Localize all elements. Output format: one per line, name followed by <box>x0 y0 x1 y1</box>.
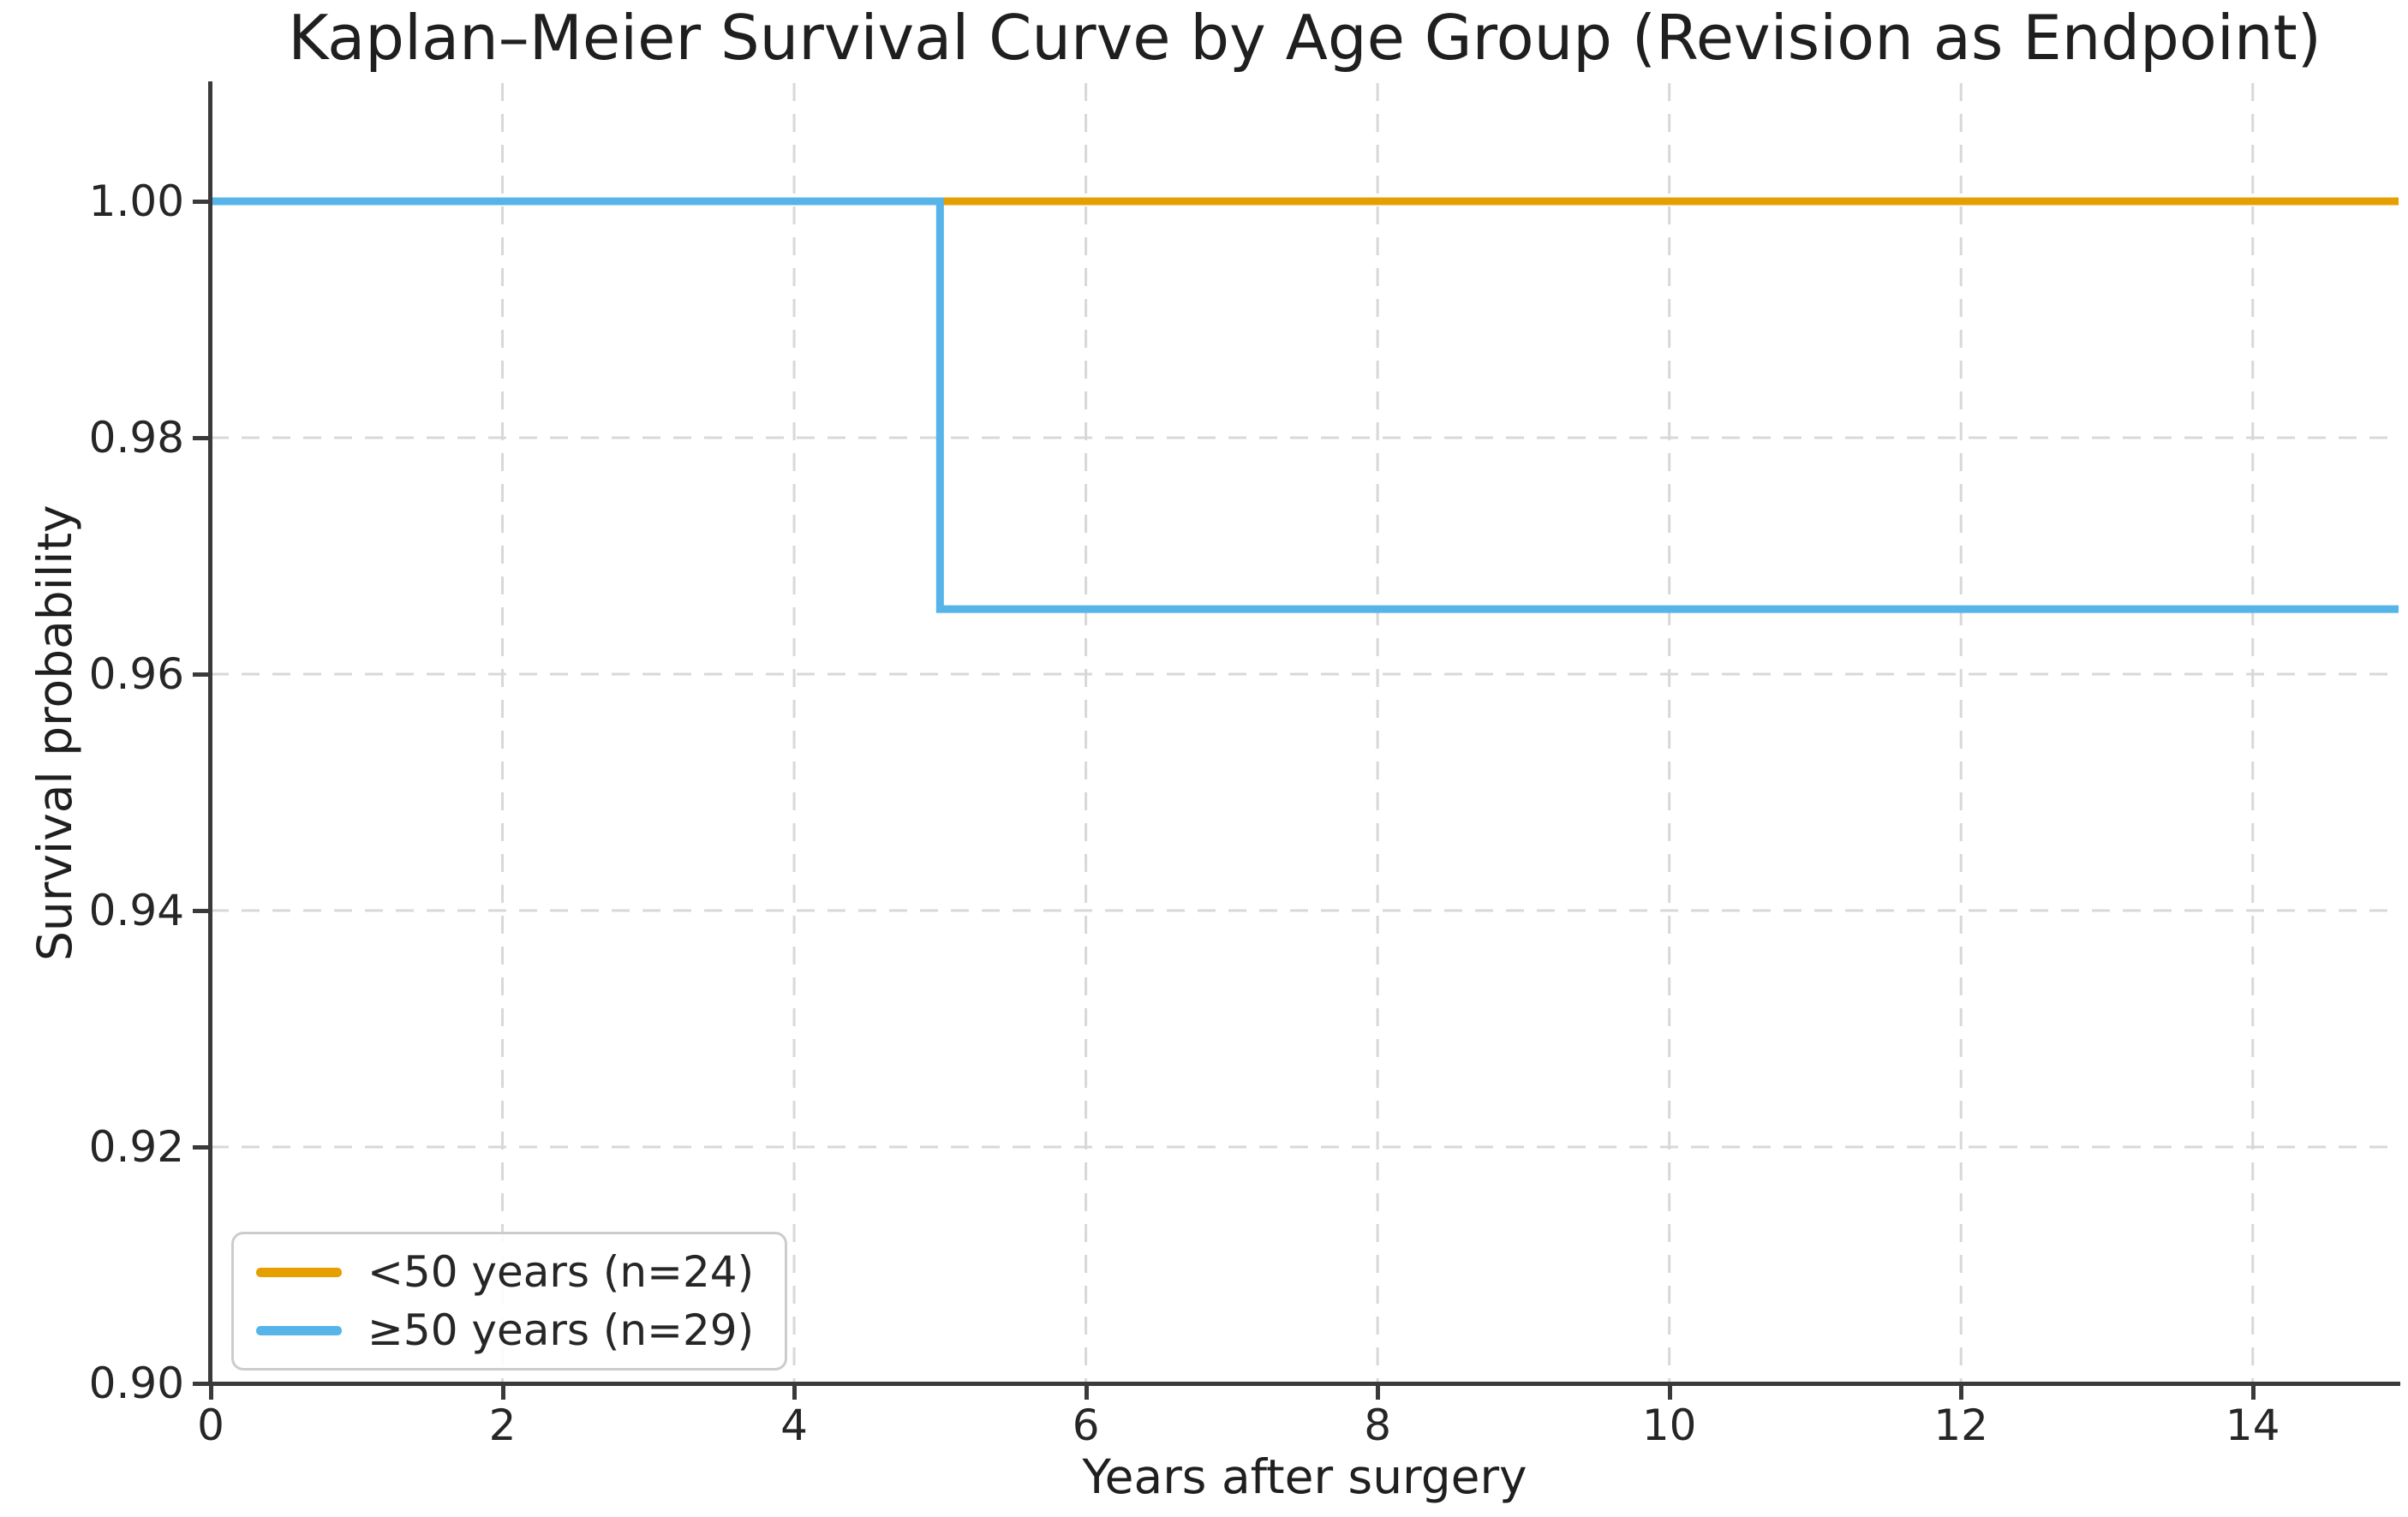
y-tick-label: 0.92 <box>88 1122 184 1172</box>
x-tick-mark <box>2250 1386 2256 1400</box>
x-tick-mark <box>500 1386 505 1400</box>
y-tick-mark <box>193 436 208 440</box>
legend-line-swatch-under-50 <box>256 1267 342 1277</box>
chart-canvas <box>211 83 2399 1383</box>
plot-area <box>211 83 2399 1383</box>
legend-line-swatch-over-50 <box>256 1325 342 1335</box>
x-tick-mark <box>1084 1386 1089 1400</box>
y-tick-label: 0.94 <box>88 886 184 935</box>
y-tick-label: 0.98 <box>88 413 184 463</box>
x-tick-mark <box>209 1386 213 1400</box>
legend-item: <50 years (n=24) <box>256 1247 754 1297</box>
x-tick-mark <box>792 1386 798 1400</box>
x-tick-mark <box>1667 1386 1672 1400</box>
x-tick-label: 8 <box>1364 1401 1392 1450</box>
x-tick-label: 12 <box>1933 1401 1988 1450</box>
y-tick-mark <box>193 672 208 677</box>
x-tick-label: 4 <box>780 1401 808 1450</box>
chart-title: Kaplan–Meier Survival Curve by Age Group… <box>288 2 2321 74</box>
y-tick-mark <box>193 200 208 204</box>
y-tick-mark <box>193 1145 208 1150</box>
x-axis-label: Years after surgery <box>1082 1449 1527 1504</box>
x-tick-label: 6 <box>1072 1401 1100 1450</box>
legend-item-label: <50 years (n=24) <box>367 1247 755 1297</box>
y-tick-label: 0.90 <box>88 1359 184 1408</box>
x-axis-spine <box>208 1382 2400 1386</box>
legend: <50 years (n=24) ≥50 years (n=29) <box>231 1232 788 1371</box>
y-axis-label: Survival probability <box>27 505 82 962</box>
y-axis-spine <box>208 81 212 1385</box>
y-tick-label: 0.96 <box>88 649 184 699</box>
x-tick-label: 14 <box>2225 1401 2280 1450</box>
legend-item: ≥50 years (n=29) <box>256 1305 754 1355</box>
series-line-1 <box>211 197 2399 613</box>
legend-item-label: ≥50 years (n=29) <box>367 1305 755 1355</box>
y-tick-label: 1.00 <box>88 176 184 226</box>
x-tick-label: 0 <box>197 1401 224 1450</box>
x-tick-label: 10 <box>1641 1401 1697 1450</box>
x-tick-mark <box>1959 1386 1964 1400</box>
y-tick-mark <box>193 909 208 913</box>
x-tick-label: 2 <box>488 1401 517 1450</box>
x-tick-mark <box>1376 1386 1381 1400</box>
y-tick-mark <box>193 1382 208 1386</box>
